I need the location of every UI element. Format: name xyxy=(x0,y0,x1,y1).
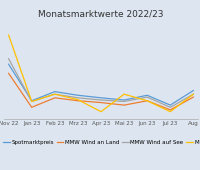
Line: MMW So: MMW So xyxy=(9,35,193,112)
MMW So xyxy=(54,93,56,95)
MMW Wind auf See xyxy=(146,96,148,98)
MMW Wind auf See xyxy=(7,58,10,60)
MMW So xyxy=(169,111,171,113)
MMW Wind an Land xyxy=(31,106,33,108)
MMW So xyxy=(100,111,102,113)
Spotmarktpreis xyxy=(54,91,56,93)
Spotmarktpreis xyxy=(31,100,33,102)
MMW Wind auf See xyxy=(100,99,102,101)
MMW So xyxy=(192,93,195,95)
MMW Wind auf See xyxy=(169,106,171,108)
Spotmarktpreis xyxy=(77,94,79,96)
Title: Monatsmarktwerte 2022/23: Monatsmarktwerte 2022/23 xyxy=(38,9,164,18)
MMW Wind an Land xyxy=(54,97,56,99)
MMW Wind auf See xyxy=(54,93,56,95)
MMW Wind an Land xyxy=(7,72,10,74)
MMW Wind an Land xyxy=(123,104,125,106)
Spotmarktpreis xyxy=(100,97,102,99)
Spotmarktpreis xyxy=(192,89,195,91)
Spotmarktpreis xyxy=(123,99,125,101)
MMW Wind auf See xyxy=(123,100,125,103)
Line: Spotmarktpreis: Spotmarktpreis xyxy=(9,64,193,105)
MMW So xyxy=(7,34,10,36)
Spotmarktpreis xyxy=(7,63,10,65)
MMW Wind an Land xyxy=(192,96,195,98)
MMW Wind an Land xyxy=(169,109,171,111)
Spotmarktpreis xyxy=(146,94,148,96)
Line: MMW Wind an Land: MMW Wind an Land xyxy=(9,73,193,110)
MMW Wind auf See xyxy=(31,100,33,103)
MMW Wind an Land xyxy=(100,101,102,104)
MMW Wind an Land xyxy=(146,100,148,102)
MMW So xyxy=(146,100,148,102)
MMW Wind an Land xyxy=(77,100,79,102)
MMW So xyxy=(123,93,125,95)
Spotmarktpreis xyxy=(169,104,171,106)
MMW Wind auf See xyxy=(77,97,79,99)
MMW So xyxy=(77,99,79,101)
Line: MMW Wind auf See: MMW Wind auf See xyxy=(9,59,193,107)
Legend: Spotmarktpreis, MMW Wind an Land, MMW Wind auf See, MMW So: Spotmarktpreis, MMW Wind an Land, MMW Wi… xyxy=(3,140,200,144)
MMW So xyxy=(31,100,33,103)
MMW Wind auf See xyxy=(192,93,195,95)
